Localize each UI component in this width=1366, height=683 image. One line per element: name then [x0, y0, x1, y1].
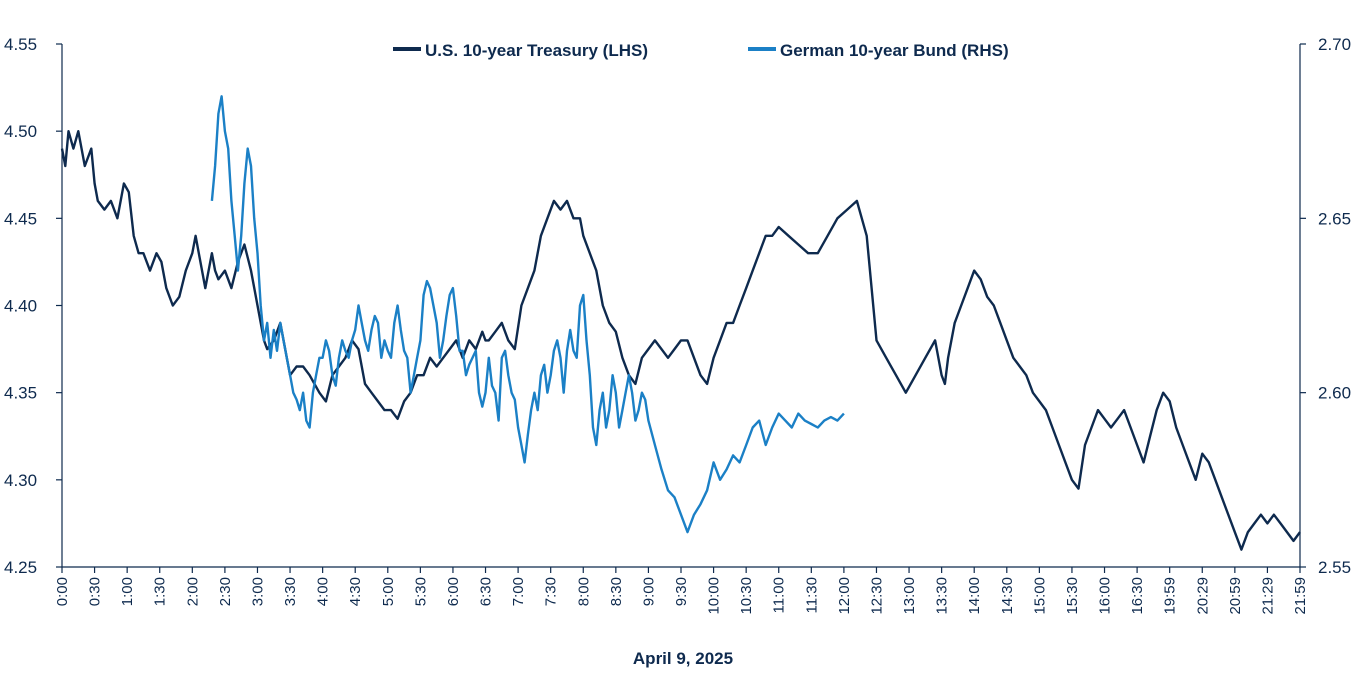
y-right-tick-label: 2.70	[1318, 35, 1351, 54]
axes-group: 4.25 4.30 4.35 4.40 4.45 4.50 4.55 2.55 2.60 2.65…	[4, 35, 1351, 615]
x-tick-label: 2:00	[184, 577, 201, 606]
legend: U.S. 10-year Treasury (LHS) German 10-ye…	[393, 41, 1009, 60]
x-tick-label: 15:00	[1031, 577, 1048, 615]
x-tick-label: 10:00	[706, 577, 723, 615]
x-tick-label: 11:30	[803, 577, 820, 613]
x-tick-label: 0:30	[87, 577, 104, 606]
series-group	[60, 95, 1301, 551]
x-tick-label: 20:29	[1194, 577, 1211, 615]
x-tick-label: 15:30	[1064, 577, 1081, 615]
y-left-tick-label: 4.55	[4, 35, 37, 54]
x-tick-label: 20:59	[1227, 577, 1244, 615]
y-left-tick-label: 4.45	[4, 209, 37, 228]
x-axis-title: April 9, 2025	[633, 649, 733, 668]
x-tick-label: 12:30	[868, 577, 885, 615]
x-tick-label: 13:00	[901, 577, 918, 615]
x-tick-label: 5:00	[380, 577, 397, 606]
x-tick-label: 2:30	[217, 577, 234, 606]
y-left-tick-label: 4.40	[4, 297, 37, 316]
y-left-tick-label: 4.35	[4, 384, 37, 403]
x-tick-label: 16:30	[1129, 577, 1146, 615]
x-tick-label: 5:30	[412, 577, 429, 606]
x-tick-label: 16:00	[1097, 577, 1114, 615]
y-right-tick-label: 2.60	[1318, 384, 1351, 403]
x-tick-label: 21:59	[1292, 577, 1309, 615]
x-tick-label: 8:30	[608, 577, 625, 606]
legend-label-german-bund: German 10-year Bund (RHS)	[780, 41, 1009, 60]
x-tick-label: 7:00	[510, 577, 527, 606]
x-tick-label: 19:59	[1162, 577, 1179, 615]
x-tick-label: 4:30	[347, 577, 364, 606]
y-left-tick-label: 4.50	[4, 122, 37, 141]
x-tick-label: 7:30	[543, 577, 560, 606]
german-bund-series-line	[210, 95, 845, 534]
x-tick-label: 3:30	[282, 577, 299, 606]
x-tick-label: 6:30	[478, 577, 495, 606]
x-tick-label: 9:00	[640, 577, 657, 606]
x-tick-label: 1:30	[152, 577, 169, 606]
x-tick-label: 4:00	[315, 577, 332, 606]
x-tick-label: 8:00	[575, 577, 592, 606]
y-left-tick-label: 4.30	[4, 471, 37, 490]
x-tick-label: 11:00	[771, 577, 788, 613]
y-right-tick-label: 2.65	[1318, 209, 1351, 228]
x-tick-label: 21:29	[1259, 577, 1276, 615]
x-tick-label: 14:30	[999, 577, 1016, 615]
x-tick-label: 12:00	[836, 577, 853, 615]
us-treasury-series-line	[60, 130, 1301, 551]
legend-label-us-treasury: U.S. 10-year Treasury (LHS)	[425, 41, 648, 60]
x-tick-label: 13:30	[934, 577, 951, 615]
x-tick-label: 14:00	[966, 577, 983, 615]
x-tick-label: 10:30	[738, 577, 755, 615]
x-tick-label: 0:00	[54, 577, 71, 606]
x-tick-label: 6:00	[445, 577, 462, 606]
x-tick-label: 3:00	[249, 577, 266, 606]
x-tick-label: 9:30	[673, 577, 690, 606]
x-tick-label: 1:00	[119, 577, 136, 606]
y-left-tick-label: 4.25	[4, 558, 37, 577]
y-right-tick-label: 2.55	[1318, 558, 1351, 577]
